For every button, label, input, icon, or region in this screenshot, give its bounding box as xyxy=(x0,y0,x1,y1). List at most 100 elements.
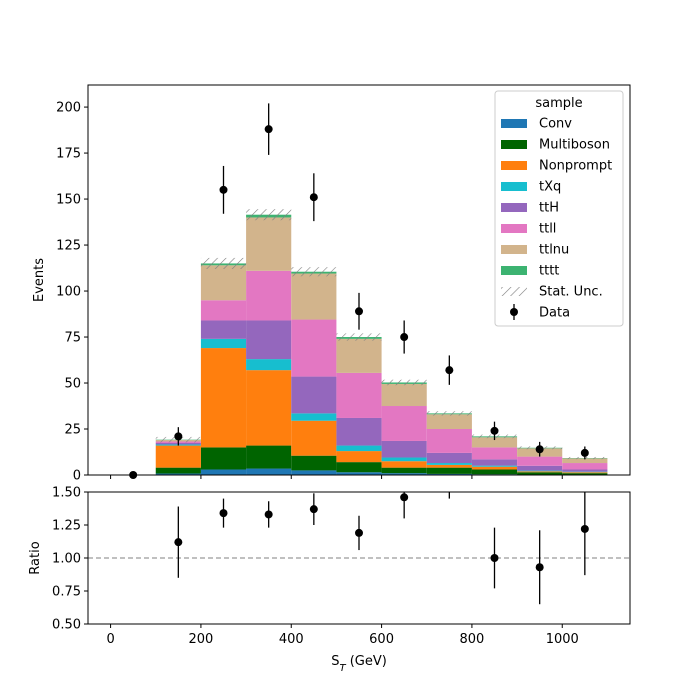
bar-ttlnu-bin-7 xyxy=(426,414,472,430)
data-point xyxy=(400,333,409,342)
bar-ttlnu-bin-5 xyxy=(336,338,382,373)
bar-ttll-bin-5 xyxy=(336,372,382,418)
bar-nonprompt-bin-8 xyxy=(471,466,518,470)
bar-txq-bin-8 xyxy=(471,465,518,467)
bar-txq-bin-5 xyxy=(336,445,382,452)
bar-tth-bin-5 xyxy=(336,417,382,446)
ratio-y-tick-label: 1.50 xyxy=(52,486,81,501)
bar-nonprompt-bin-10 xyxy=(562,472,608,474)
bar-tth-bin-9 xyxy=(517,465,563,471)
main-y-tick-label: 150 xyxy=(56,193,81,208)
legend-swatch-stat-unc xyxy=(501,287,527,296)
stat-unc-bin-2 xyxy=(200,257,247,269)
bar-nonprompt-bin-7 xyxy=(426,464,472,468)
bar-nonprompt-bin-1 xyxy=(155,445,201,468)
bar-txq-bin-9 xyxy=(517,470,563,472)
data-points xyxy=(129,103,589,479)
data-point xyxy=(535,445,544,454)
x-tick-label: 800 xyxy=(460,632,485,647)
legend-swatch-tttt xyxy=(501,266,527,275)
x-tick-label: 200 xyxy=(189,632,214,647)
legend-label-tttt: tttt xyxy=(539,264,559,279)
bar-conv-bin-1 xyxy=(155,473,201,475)
data-point xyxy=(355,307,363,316)
bar-ttll-bin-7 xyxy=(426,429,472,453)
bar-ttlnu-bin-8 xyxy=(471,437,518,448)
bar-ttll-bin-8 xyxy=(471,447,518,460)
x-tick-label: 400 xyxy=(279,632,304,647)
data-point xyxy=(174,432,183,441)
bar-conv-bin-7 xyxy=(426,473,472,475)
stat-unc-bin-4 xyxy=(291,267,337,277)
stat-unc-bin-7 xyxy=(426,411,472,416)
bar-nonprompt-bin-6 xyxy=(381,461,427,468)
bar-ttlnu-bin-6 xyxy=(381,383,427,407)
bar-multiboson-bin-9 xyxy=(517,472,563,475)
bar-tth-bin-10 xyxy=(562,469,608,472)
bar-txq-bin-4 xyxy=(291,413,337,421)
bar-conv-bin-2 xyxy=(200,469,247,475)
main-y-tick-label: 50 xyxy=(64,377,81,392)
bar-tth-bin-8 xyxy=(471,459,518,466)
legend-swatch-tth xyxy=(501,203,527,212)
series-multiboson xyxy=(155,445,608,475)
legend-title: sample xyxy=(535,96,582,111)
bar-conv-bin-3 xyxy=(246,468,292,475)
bar-multiboson-bin-6 xyxy=(381,467,427,474)
bar-txq-bin-7 xyxy=(426,463,472,465)
main-frame xyxy=(87,84,631,476)
bar-tth-bin-2 xyxy=(200,320,247,339)
legend-label-tth: ttH xyxy=(539,201,559,216)
stat-unc-bin-6 xyxy=(381,379,427,386)
data-point xyxy=(309,193,318,202)
main-y-tick-label: 125 xyxy=(56,239,81,254)
legend-label-multiboson: Multiboson xyxy=(539,138,610,153)
bar-nonprompt-bin-9 xyxy=(517,471,563,473)
bar-ttll-bin-4 xyxy=(291,319,337,377)
legend-swatch-txq xyxy=(501,182,527,191)
bar-tth-bin-3 xyxy=(246,320,292,360)
main-y-tick-label: 100 xyxy=(56,285,81,300)
bar-tth-bin-6 xyxy=(381,440,427,458)
bar-tth-bin-4 xyxy=(291,376,337,414)
main-y-tick-label: 75 xyxy=(64,331,81,346)
legend-label-nonprompt: Nonprompt xyxy=(539,159,612,174)
x-axis-label: ST (GeV) xyxy=(331,654,387,674)
legend-swatch-multiboson xyxy=(501,140,527,149)
data-point xyxy=(490,426,499,435)
ratio-point xyxy=(355,528,363,537)
bar-multiboson-bin-5 xyxy=(336,462,382,473)
legend-swatch-conv xyxy=(501,119,527,128)
series-tth xyxy=(155,320,608,472)
bar-multiboson-bin-2 xyxy=(200,447,247,470)
main-y-tick-label: 175 xyxy=(56,147,81,162)
ratio-y-tick-label: 0.75 xyxy=(52,585,81,600)
series-ttlnu xyxy=(155,217,608,464)
legend-label-data: Data xyxy=(539,306,570,321)
ratio-point xyxy=(219,509,228,518)
bar-conv-bin-6 xyxy=(381,473,427,475)
main-y-tick-label: 25 xyxy=(64,423,81,438)
series-nonprompt xyxy=(155,348,608,474)
ratio-point xyxy=(490,554,499,562)
ratio-point xyxy=(535,563,544,572)
bar-nonprompt-bin-2 xyxy=(200,348,247,448)
stat-unc-bin-5 xyxy=(336,333,382,341)
ratio-point xyxy=(264,510,273,519)
bar-conv-bin-4 xyxy=(291,470,337,475)
data-point xyxy=(580,448,589,457)
ratio-point xyxy=(309,505,318,514)
legend-data-marker xyxy=(510,308,518,316)
data-point xyxy=(445,366,454,375)
bar-ttll-bin-9 xyxy=(517,456,563,466)
x-tick-label: 600 xyxy=(369,632,394,647)
data-point xyxy=(219,185,228,194)
bar-multiboson-bin-7 xyxy=(426,467,472,474)
ratio-y-tick-label: 1.00 xyxy=(52,552,81,567)
ratio-y-tick-label: 1.25 xyxy=(52,519,81,534)
bar-nonprompt-bin-5 xyxy=(336,451,382,463)
main-y-tick-label: 0 xyxy=(73,469,81,484)
ratio-point xyxy=(400,493,409,502)
bar-ttlnu-bin-3 xyxy=(246,217,292,271)
